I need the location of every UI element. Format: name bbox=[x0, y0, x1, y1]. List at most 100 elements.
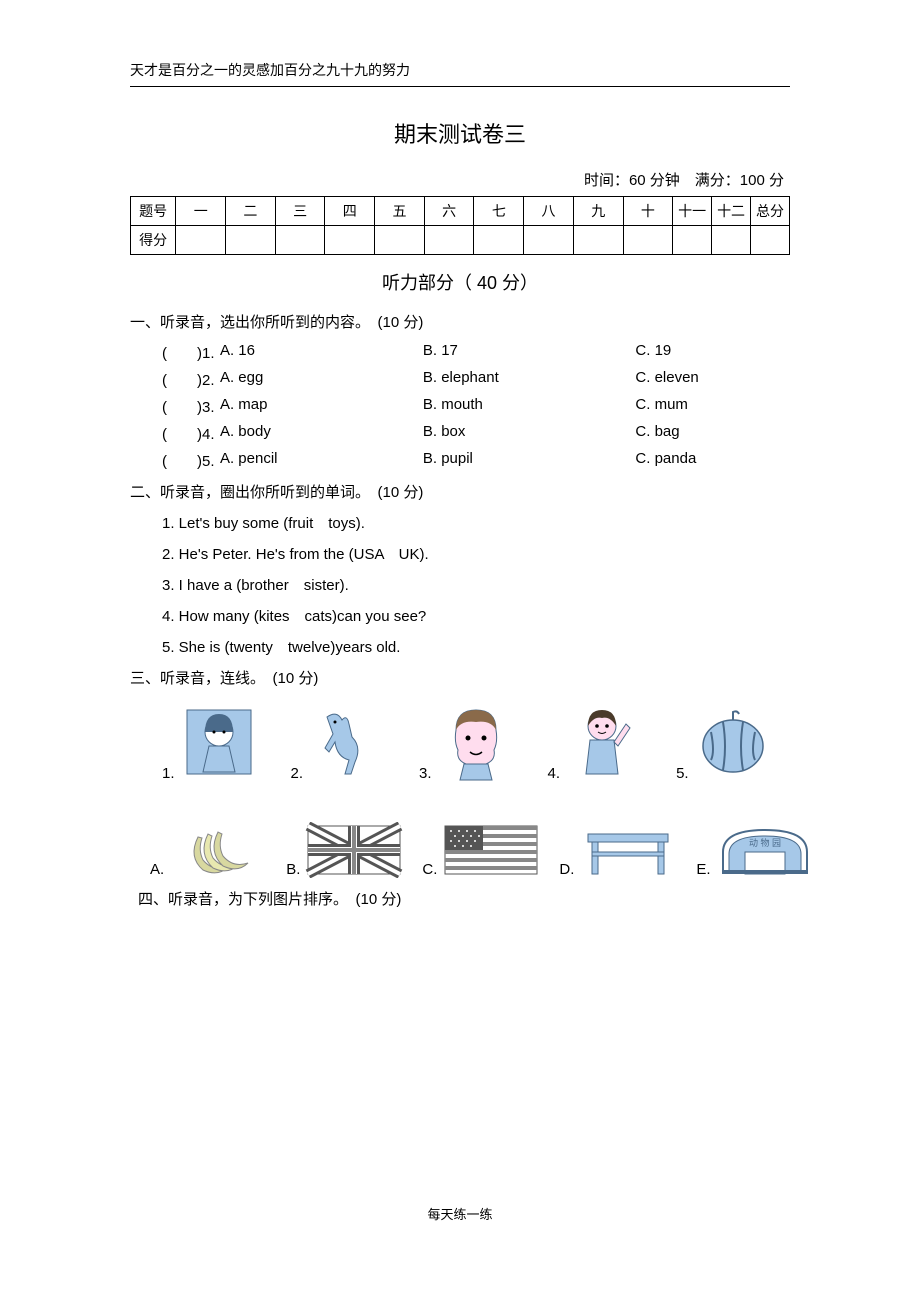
sentence-item: 4. How many (kites cats)can you see? bbox=[162, 605, 790, 626]
image-item: 2. bbox=[291, 702, 388, 782]
score-table: 题号 一 二 三 四 五 六 七 八 九 十 十一 十二 总分 得分 bbox=[130, 196, 790, 255]
score-cell bbox=[275, 226, 325, 255]
image-item: 4. bbox=[548, 702, 645, 782]
image-row-1: 1. 2. 3. bbox=[162, 702, 790, 782]
mcq-row: ( )1.A. 16B. 17C. 19 bbox=[162, 342, 790, 363]
img-label: 3. bbox=[419, 765, 432, 782]
boy-face-icon bbox=[436, 702, 516, 782]
score-cell bbox=[226, 226, 276, 255]
uk-flag-icon bbox=[304, 822, 404, 878]
mcq-option-a: A. egg bbox=[220, 369, 423, 390]
score-cell bbox=[474, 226, 524, 255]
usa-flag-icon bbox=[441, 822, 541, 878]
mcq-option-b: B. 17 bbox=[423, 342, 636, 363]
image-item: C. bbox=[422, 822, 541, 878]
mcq-option-b: B. elephant bbox=[423, 369, 636, 390]
mcq-number: ( )2. bbox=[162, 369, 220, 390]
col-head: 九 bbox=[573, 197, 623, 226]
mcq-option-c: C. eleven bbox=[635, 369, 790, 390]
section4-heading: 四、听录音，为下列图片排序。 (10 分) bbox=[138, 888, 790, 909]
col-head: 八 bbox=[524, 197, 574, 226]
score-cell bbox=[524, 226, 574, 255]
timing-line: 时间：60 分钟 满分：100 分 bbox=[130, 169, 790, 190]
col-head: 五 bbox=[375, 197, 425, 226]
table-row: 题号 一 二 三 四 五 六 七 八 九 十 十一 十二 总分 bbox=[131, 197, 790, 226]
mcq-option-a: A. map bbox=[220, 396, 423, 417]
img-label: 4. bbox=[548, 765, 561, 782]
image-row-2: A. B. C. bbox=[150, 822, 790, 878]
mcq-option-a: A. pencil bbox=[220, 450, 423, 471]
col-head: 七 bbox=[474, 197, 524, 226]
image-item: B. bbox=[286, 822, 404, 878]
image-item: A. bbox=[150, 822, 268, 878]
table-row: 得分 bbox=[131, 226, 790, 255]
col-head: 六 bbox=[424, 197, 474, 226]
mcq-row: ( )2.A. eggB. elephantC. eleven bbox=[162, 369, 790, 390]
score-cell bbox=[751, 226, 790, 255]
score-cell bbox=[375, 226, 425, 255]
col-head: 一 bbox=[176, 197, 226, 226]
img-label: C. bbox=[422, 861, 437, 878]
mcq-row: ( )4.A. bodyB. boxC. bag bbox=[162, 423, 790, 444]
mcq-option-a: A. 16 bbox=[220, 342, 423, 363]
mcq-option-b: B. mouth bbox=[423, 396, 636, 417]
img-label: 1. bbox=[162, 765, 175, 782]
col-head: 三 bbox=[275, 197, 325, 226]
image-item: D. bbox=[559, 822, 678, 878]
img-label: 2. bbox=[291, 765, 304, 782]
score-cell bbox=[573, 226, 623, 255]
row-label: 得分 bbox=[131, 226, 176, 255]
score-cell bbox=[712, 226, 751, 255]
desk-icon bbox=[578, 822, 678, 878]
bananas-icon bbox=[168, 822, 268, 878]
mcq-number: ( )4. bbox=[162, 423, 220, 444]
girl-icon bbox=[179, 702, 259, 782]
image-item: 5. bbox=[676, 702, 773, 782]
image-item: 3. bbox=[419, 702, 516, 782]
watermelon-icon bbox=[693, 702, 773, 782]
sentence-item: 5. She is (twenty twelve)years old. bbox=[162, 636, 790, 657]
img-label: 5. bbox=[676, 765, 689, 782]
mcq-option-c: C. mum bbox=[635, 396, 790, 417]
score-cell bbox=[325, 226, 375, 255]
image-item: E. 动 物 园 bbox=[696, 822, 814, 878]
col-head: 十一 bbox=[673, 197, 712, 226]
row-label: 题号 bbox=[131, 197, 176, 226]
sentence-item: 1. Let's buy some (fruit toys). bbox=[162, 512, 790, 533]
zoo-gate-icon: 动 物 园 bbox=[715, 822, 815, 878]
col-head: 四 bbox=[325, 197, 375, 226]
col-head: 十 bbox=[623, 197, 673, 226]
kangaroo-icon bbox=[307, 702, 387, 782]
svg-text:动 物 园: 动 物 园 bbox=[749, 837, 781, 848]
mcq-row: ( )5.A. pencilB. pupilC. panda bbox=[162, 450, 790, 471]
header-quote: 天才是百分之一的灵感加百分之九十九的努力 bbox=[130, 60, 790, 87]
listening-header: 听力部分（ 40 分） bbox=[130, 269, 790, 295]
img-label: B. bbox=[286, 861, 300, 878]
mcq-number: ( )3. bbox=[162, 396, 220, 417]
mcq-option-b: B. box bbox=[423, 423, 636, 444]
page-title: 期末测试卷三 bbox=[130, 117, 790, 149]
mcq-option-b: B. pupil bbox=[423, 450, 636, 471]
col-head: 十二 bbox=[712, 197, 751, 226]
mcq-option-a: A. body bbox=[220, 423, 423, 444]
score-cell bbox=[176, 226, 226, 255]
img-label: A. bbox=[150, 861, 164, 878]
sentence-item: 3. I have a (brother sister). bbox=[162, 574, 790, 595]
img-label: D. bbox=[559, 861, 574, 878]
image-item: 1. bbox=[162, 702, 259, 782]
mcq-option-c: C. 19 bbox=[635, 342, 790, 363]
mcq-number: ( )1. bbox=[162, 342, 220, 363]
score-cell bbox=[673, 226, 712, 255]
score-cell bbox=[424, 226, 474, 255]
boy-pointing-icon bbox=[564, 702, 644, 782]
mcq-option-c: C. bag bbox=[635, 423, 790, 444]
section2-heading: 二、听录音，圈出你所听到的单词。 (10 分) bbox=[130, 481, 790, 502]
img-label: E. bbox=[696, 861, 710, 878]
score-cell bbox=[623, 226, 673, 255]
footer-text: 每天练一练 bbox=[0, 1204, 920, 1223]
section3-heading: 三、听录音，连线。 (10 分) bbox=[130, 667, 790, 688]
section1-heading: 一、听录音，选出你所听到的内容。 (10 分) bbox=[130, 311, 790, 332]
mcq-row: ( )3.A. mapB. mouthC. mum bbox=[162, 396, 790, 417]
sentence-item: 2. He's Peter. He's from the (USA UK). bbox=[162, 543, 790, 564]
mcq-number: ( )5. bbox=[162, 450, 220, 471]
